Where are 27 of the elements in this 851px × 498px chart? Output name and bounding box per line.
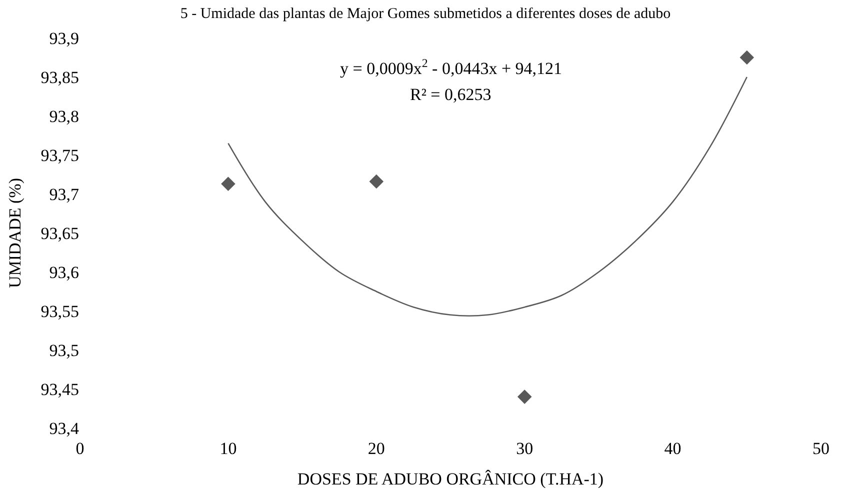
- line-series: [228, 76, 748, 316]
- y-tick-label: 93,75: [40, 146, 79, 165]
- x-tick-label: 30: [516, 439, 534, 458]
- annotation: y = 0,0009x$^{2}$ - 0,0443x + 94,121: [340, 56, 562, 78]
- point: [517, 390, 532, 404]
- y-tick-label: 93,45: [40, 380, 79, 399]
- y-tick-label: 93,7: [49, 184, 80, 204]
- point: [740, 50, 754, 65]
- x-tick-label: 0: [76, 439, 84, 458]
- point: [221, 176, 236, 192]
- y-tick-label: 93,6: [49, 262, 79, 282]
- point: [369, 174, 384, 189]
- chart-title: 5 - Umidade das plantas de Major Gomes submetidos a diferentes doses de adubo: [180, 6, 671, 22]
- y-axis-title: UMIDADE (%): [5, 178, 24, 288]
- x-tick-label: 50: [812, 439, 830, 458]
- y-tick-label: 93,4: [49, 418, 80, 438]
- y-tick-label: 93,55: [40, 302, 79, 321]
- y-tick-label: 93,5: [49, 340, 79, 360]
- x-tick-label: 20: [368, 439, 385, 458]
- x-tick-label: 40: [664, 439, 682, 458]
- x-tick-label: 10: [220, 439, 237, 458]
- x-axis-title: DOSES DE ADUBO ORGÂNICO (T.HA-1): [297, 469, 604, 488]
- y-tick-label: 93,8: [49, 106, 79, 126]
- y-tick-label: 93,85: [40, 68, 79, 87]
- annotation: R² = 0,6253: [410, 85, 492, 104]
- y-tick-label: 93,9: [49, 28, 79, 48]
- y-tick-label: 93,65: [40, 224, 79, 243]
